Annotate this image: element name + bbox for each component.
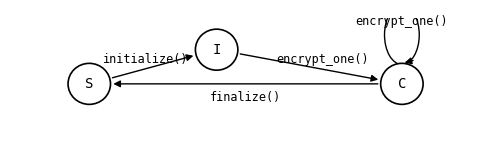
Ellipse shape xyxy=(380,63,423,104)
Text: S: S xyxy=(85,77,94,91)
Text: C: C xyxy=(398,77,406,91)
Ellipse shape xyxy=(195,29,238,70)
Text: I: I xyxy=(213,43,221,57)
Text: encrypt_one(): encrypt_one() xyxy=(276,53,369,66)
Text: initialize(): initialize() xyxy=(103,53,188,66)
Text: encrypt_one(): encrypt_one() xyxy=(356,15,448,28)
Ellipse shape xyxy=(68,63,111,104)
Text: finalize(): finalize() xyxy=(210,91,281,104)
